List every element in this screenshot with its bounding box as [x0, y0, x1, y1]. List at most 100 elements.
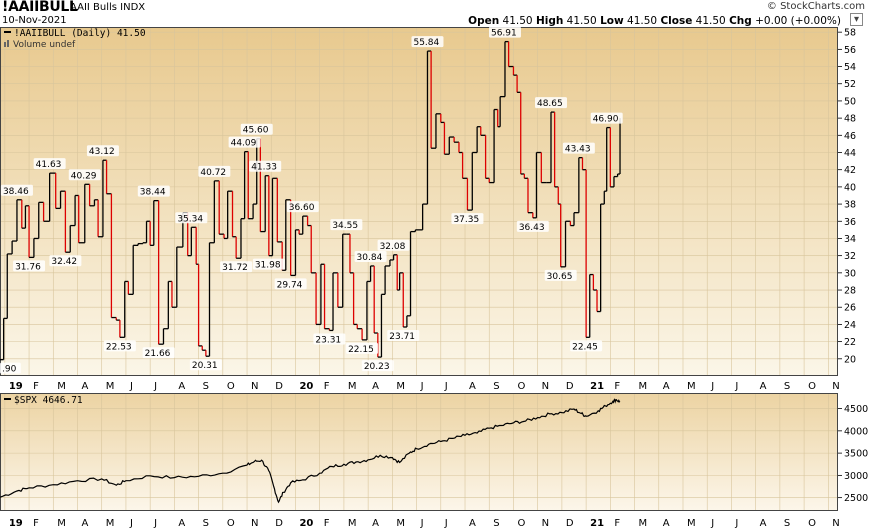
- bulls-data-label: 56.91: [491, 29, 517, 39]
- bulls-data-label: 20.31: [192, 361, 218, 371]
- bulls-data-label-box: [330, 219, 363, 231]
- bulls-xtick-label: M: [57, 381, 66, 392]
- bulls-data-label: 34.55: [332, 221, 358, 231]
- bulls-data-label: 23.71: [389, 332, 415, 342]
- volume-legend-icon: [7, 40, 9, 47]
- bulls-data-label-box: [590, 112, 623, 124]
- bulls-ytick-label: 20: [844, 354, 856, 365]
- spx-xtick-label: M: [106, 518, 115, 529]
- bulls-data-label: 22.53: [106, 342, 132, 352]
- bulls-data-label-box: [198, 165, 231, 177]
- volume-legend-label: Volume undef: [13, 40, 76, 50]
- spx-xtick-label: 20: [299, 518, 313, 529]
- spx-legend-swatch: [4, 398, 11, 400]
- bulls-data-label-box: [49, 255, 82, 267]
- bulls-data-label: 44.09: [231, 139, 257, 149]
- stockcharts-credit[interactable]: © StockCharts.com: [766, 1, 865, 12]
- spx-xaxis-strip: [0, 514, 838, 528]
- bulls-data-label-box: [488, 26, 521, 38]
- bulls-data-label: 30.84: [357, 253, 383, 263]
- bulls-xtick-label: J: [444, 381, 448, 392]
- bulls-data-label-box: [189, 359, 222, 371]
- bulls-ytick-label: 34: [844, 234, 856, 245]
- bulls-data-label-box: [137, 185, 170, 197]
- spx-ytick-label: 2500: [844, 493, 868, 504]
- bulls-xtick-label: O: [227, 381, 235, 392]
- spx-ytick-label: 3000: [844, 471, 868, 482]
- spx-xtick-label: N: [832, 518, 839, 529]
- volume-legend-icon: [4, 42, 6, 47]
- bulls-xtick-label: A: [760, 381, 767, 392]
- bulls-ytick-label: 30: [844, 268, 856, 279]
- spx-xtick-label: O: [808, 518, 816, 529]
- bulls-xtick-label: M: [396, 381, 405, 392]
- bulls-ytick-label: 26: [844, 303, 856, 314]
- bulls-data-label-box: [252, 258, 285, 270]
- bulls-data-label: 46.90: [593, 115, 619, 125]
- bulls-xtick-label: F: [33, 381, 39, 392]
- bulls-data-label-box: [544, 269, 577, 281]
- bulls-data-label-box: [354, 250, 387, 262]
- close-x-icon[interactable]: ▾: [850, 13, 863, 26]
- high-label: High: [535, 15, 564, 27]
- bulls-data-label: .90: [2, 365, 17, 375]
- bulls-xtick-label: D: [566, 381, 574, 392]
- spx-xtick-label: J: [129, 518, 133, 529]
- spx-xtick-label: S: [784, 518, 790, 529]
- bulls-data-label: 38.46: [3, 187, 29, 197]
- bulls-data-label: 22.45: [572, 342, 598, 352]
- bulls-data-label-box: [240, 123, 273, 135]
- bulls-data-label-box: [13, 260, 46, 272]
- bulls-data-label: 31.98: [255, 261, 281, 271]
- bulls-data-label: 31.76: [15, 262, 41, 272]
- bulls-data-label-box: [387, 330, 420, 342]
- spx-xtick-label: F: [324, 518, 330, 529]
- bulls-xtick-label: M: [687, 381, 696, 392]
- bulls-data-label: 22.15: [348, 345, 374, 355]
- bulls-legend-swatch: [4, 31, 11, 33]
- bulls-xtick-label: A: [82, 381, 89, 392]
- bulls-data-label: 43.43: [565, 145, 591, 155]
- bulls-data-label-box: [249, 160, 282, 172]
- low-value: 41.50: [627, 15, 658, 27]
- bulls-data-label: 40.72: [200, 168, 226, 178]
- bulls-ytick-label: 58: [844, 28, 856, 39]
- spx-xtick-label: M: [639, 518, 648, 529]
- high-value: 41.50: [566, 15, 597, 27]
- bulls-xtick-label: 19: [9, 381, 23, 392]
- bulls-xtick-label: A: [663, 381, 670, 392]
- spx-xtick-label: F: [614, 518, 620, 529]
- spx-xtick-label: A: [760, 518, 767, 529]
- bulls-data-label: 20.23: [364, 362, 390, 372]
- spx-xtick-label: D: [566, 518, 574, 529]
- spx-xtick-label: A: [82, 518, 89, 529]
- spx-xtick-label: A: [372, 518, 379, 529]
- bulls-xtick-label: 21: [590, 381, 604, 392]
- open-label: Open: [468, 15, 500, 27]
- spx-xtick-label: M: [687, 518, 696, 529]
- bulls-panel: 20 22 24 26 28 30 32 34 36 38 40 42 44 46 48 50 52 54 56 58…: [0, 26, 856, 392]
- bulls-data-label: 23.31: [315, 335, 341, 345]
- bulls-ytick-label: 48: [844, 114, 856, 125]
- spx-xtick-label: M: [396, 518, 405, 529]
- bulls-xtick-label: M: [639, 381, 648, 392]
- bulls-xtick-label: J: [710, 381, 714, 392]
- bulls-data-label: 29.74: [277, 280, 303, 290]
- bulls-data-label-box: [516, 220, 549, 232]
- bulls-ytick-label: 44: [844, 148, 856, 159]
- spx-xtick-label: A: [178, 518, 185, 529]
- bulls-xtick-label: A: [178, 381, 185, 392]
- chart-symbol: !AAIIBULL: [2, 0, 78, 15]
- bulls-data-label: 48.65: [537, 99, 563, 109]
- bulls-ytick-label: 24: [844, 320, 856, 331]
- spx-xtick-label: M: [57, 518, 66, 529]
- bulls-xtick-label: S: [493, 381, 499, 392]
- spx-xtick-label: O: [227, 518, 235, 529]
- bulls-data-label-box: [0, 184, 33, 196]
- bulls-data-label: 43.12: [89, 147, 115, 157]
- bulls-xtick-label: N: [832, 381, 839, 392]
- bulls-ytick-label: 22: [844, 337, 856, 348]
- spx-legend-label: $SPX 4646.71: [14, 395, 83, 406]
- bulls-data-label-box: [534, 97, 567, 109]
- bulls-xtick-label: F: [324, 381, 330, 392]
